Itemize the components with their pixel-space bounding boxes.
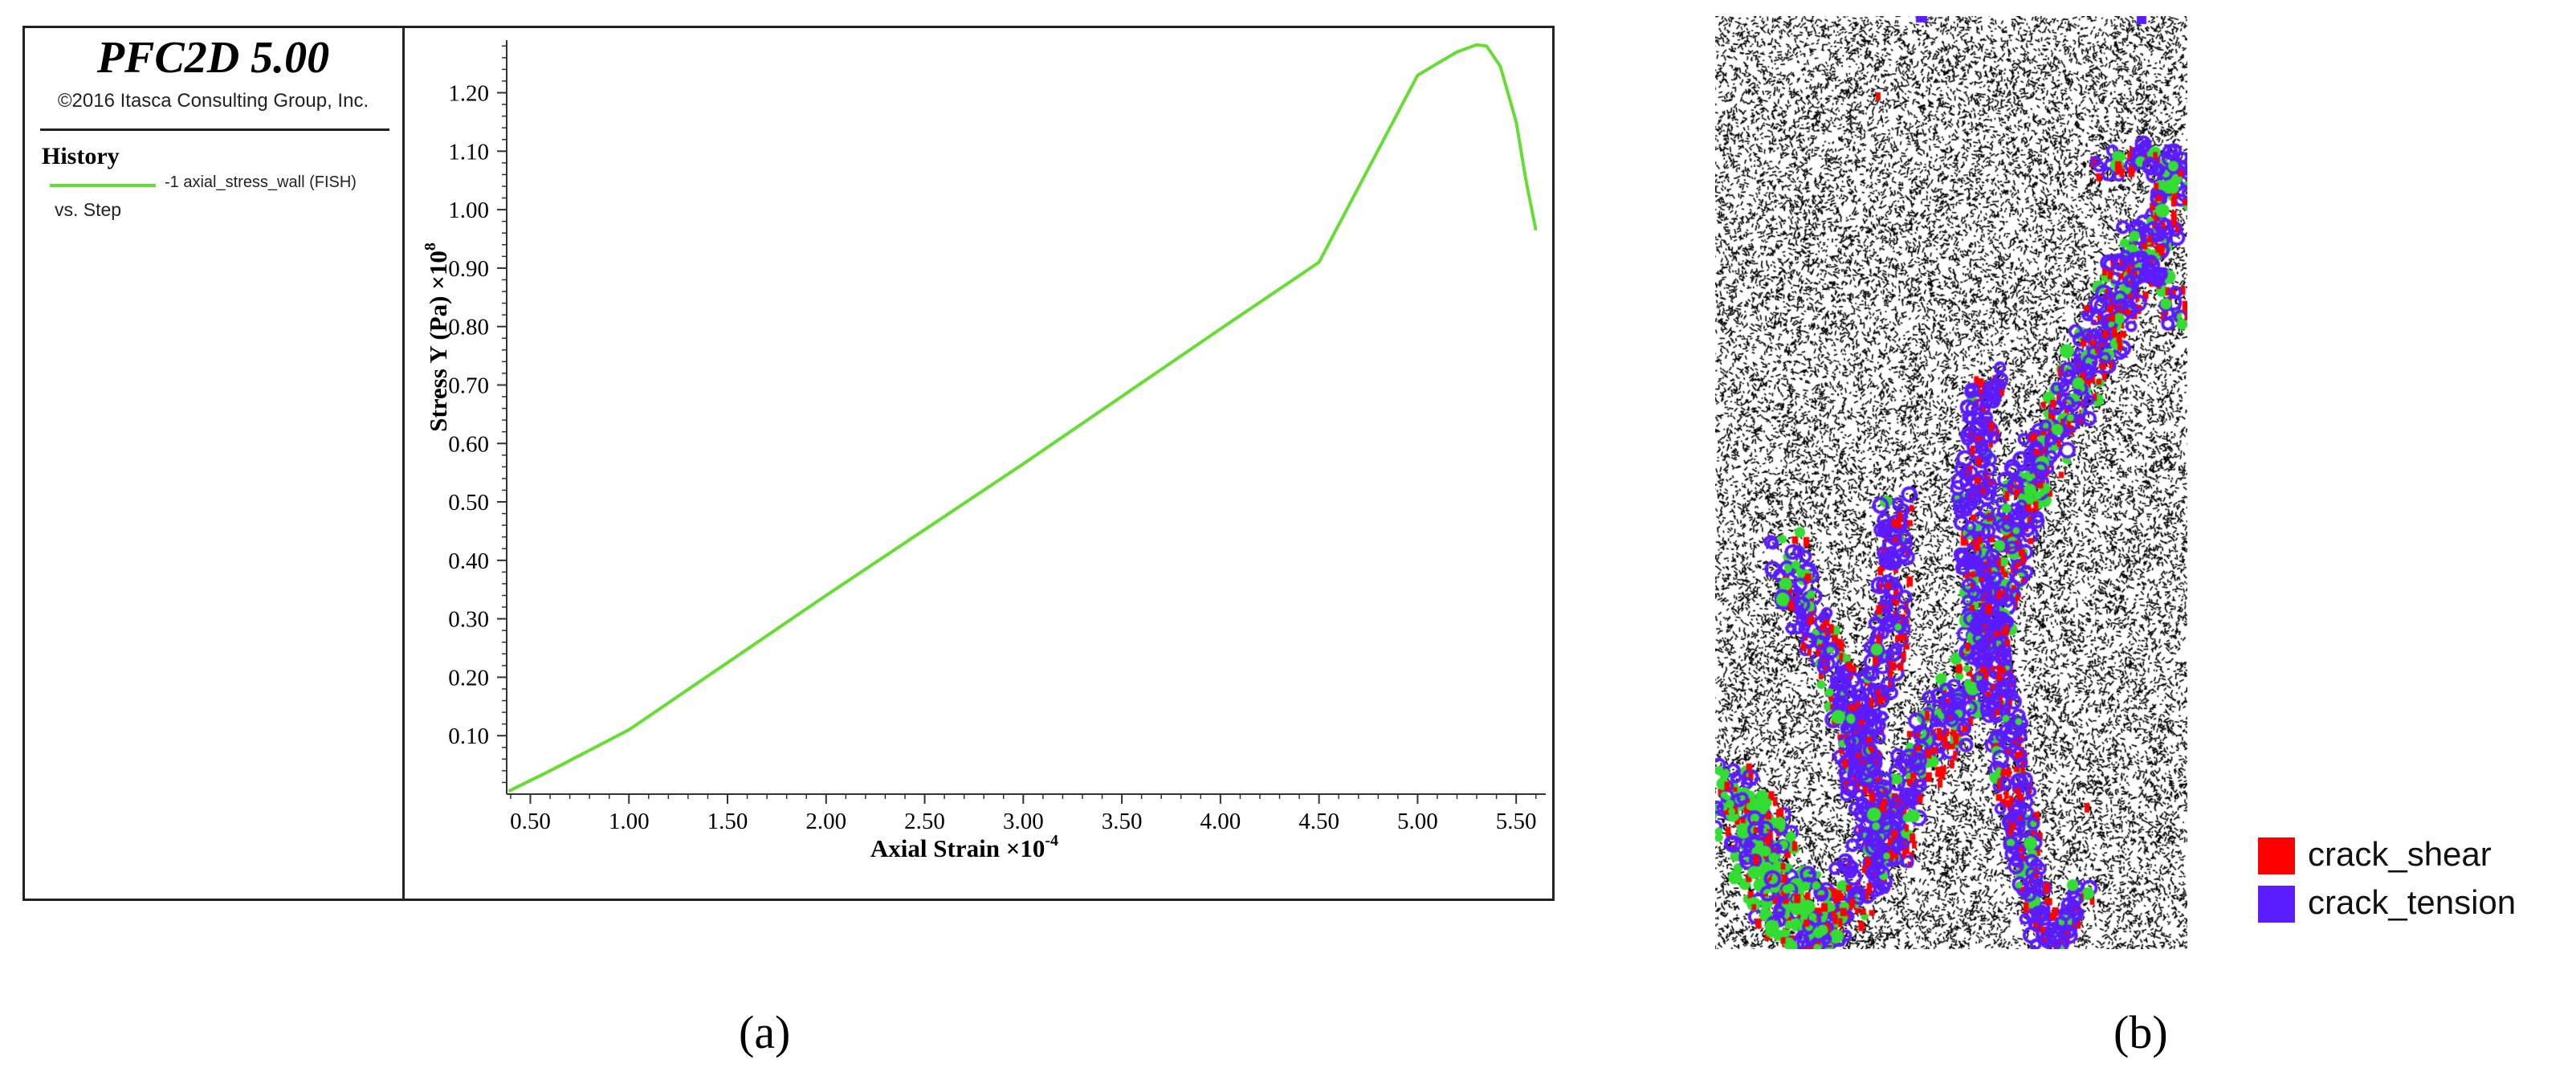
panel-a-caption: (a) [739,1006,791,1058]
x-tick-label: 0.50 [510,809,551,834]
stress-strain-chart: 0.50 1.00 1.50 2.00 2.50 3.00 3.50 4.00 4.50 5.00… [422,40,1546,862]
title-divider [40,128,389,131]
y-axis-title-text: Stress Y (Pa) ×10 [424,251,452,432]
legend-divider [402,26,405,901]
x-tick-label: 3.00 [1003,809,1044,834]
y-tick-label: 0.30 [448,607,489,633]
panel-b-caption: (b) [2113,1006,2168,1058]
x-tick-label: 5.00 [1397,809,1438,834]
software-title: PFC2D 5.00 [96,33,330,83]
x-tick-label: 1.00 [609,809,650,834]
chart-series [507,43,1538,793]
y-tick-label: 0.20 [448,665,489,691]
series-legend-label: -1 axial_stress_wall (FISH) [165,173,357,191]
y-axis-exponent: 8 [422,242,439,251]
chart-axes [506,40,1546,795]
crack-distribution-map [1715,16,2187,949]
y-tick-label: 0.40 [448,548,489,574]
chart-ticks: 0.50 1.00 1.50 2.00 2.50 3.00 3.50 4.00 4.50 5.00… [448,45,1537,834]
copyright-text: ©2016 Itasca Consulting Group, Inc. [57,90,369,112]
y-tick-label: 0.70 [448,373,489,398]
x-axis-exponent: -4 [1045,832,1058,850]
history-heading: History [42,143,120,169]
y-tick-label: 0.60 [448,431,489,457]
y-tick-label: 0.50 [448,490,489,516]
x-tick-label: 3.50 [1102,809,1143,834]
pfc-plot-frame [22,26,1555,901]
x-tick-label: 2.50 [904,809,945,834]
x-tick-label: 1.50 [707,809,748,834]
crack-tension-swatch [2258,886,2295,923]
stress-strain-line [507,43,1538,793]
x-tick-label: 2.00 [805,809,846,834]
series-legend-swatch [50,184,156,187]
crack-shear-label: crack_shear [2308,835,2492,873]
crack-tension-label: crack_tension [2308,883,2517,921]
y-tick-label: 1.10 [448,139,489,165]
series-vs-label: vs. Step [55,199,122,220]
crack-shear-swatch [2258,838,2295,874]
y-axis-title: Stress Y (Pa) ×108 [422,242,452,432]
x-tick-label: 5.50 [1496,809,1537,834]
y-tick-label: 0.80 [448,315,489,340]
y-tick-label: 1.20 [448,81,489,107]
y-tick-label: 0.90 [448,256,489,282]
x-axis-title: Axial Strain ×10-4 [870,832,1058,862]
x-tick-label: 4.50 [1298,809,1339,834]
y-tick-label: 0.10 [448,723,489,749]
y-tick-label: 1.00 [448,198,489,223]
x-axis-title-text: Axial Strain ×10 [870,834,1045,862]
x-tick-label: 4.00 [1200,809,1241,834]
